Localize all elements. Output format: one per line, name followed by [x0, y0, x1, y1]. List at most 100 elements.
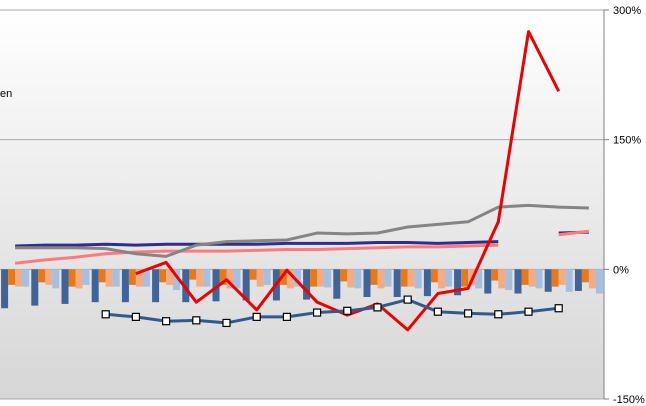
bar-s1-1 — [38, 269, 46, 283]
lines — [14, 30, 590, 332]
bar-s3-5 — [173, 269, 181, 291]
bar-s1-12 — [370, 269, 378, 285]
marker-s4-5 — [162, 317, 171, 326]
marker-s4-4 — [131, 312, 140, 321]
marker-s4-17 — [524, 307, 533, 316]
marker-s4-16 — [494, 310, 503, 319]
bar-s2-7 — [226, 269, 234, 289]
bar-s0-19 — [574, 269, 582, 291]
bar-s2-3 — [105, 269, 113, 287]
bar-s0-11 — [333, 269, 341, 299]
bar-s2-17 — [528, 269, 536, 287]
bar-s3-7 — [233, 269, 241, 289]
bar-s2-16 — [498, 269, 506, 289]
plot-area — [0, 10, 604, 399]
line-series-0-seg-0 — [15, 240, 499, 248]
bar-s2-1 — [45, 269, 53, 285]
marker-s4-11 — [343, 306, 352, 315]
marker-s4-18 — [554, 304, 563, 313]
bar-s1-10 — [310, 269, 318, 287]
bar-s3-8 — [263, 269, 271, 285]
bar-s0-5 — [152, 269, 160, 303]
bar-s3-18 — [565, 269, 573, 292]
line-series-3-seg-0 — [135, 30, 561, 332]
bar-s3-16 — [505, 269, 513, 291]
bar-s3-11 — [354, 269, 362, 289]
bar-s0-17 — [514, 269, 522, 294]
line-series-1-seg-0 — [14, 243, 499, 265]
bar-s0-18 — [544, 269, 552, 292]
marker-s4-6 — [192, 316, 201, 325]
bar-s0-1 — [31, 269, 39, 306]
y-axis: 300% 150% 0% -150% — [603, 5, 645, 406]
bar-s1-13 — [400, 269, 408, 287]
bar-s3-6 — [203, 269, 211, 287]
bar-s1-19 — [581, 269, 589, 283]
marker-s4-15 — [464, 309, 473, 318]
marker-s4-7 — [222, 318, 231, 328]
bar-s1-8 — [249, 269, 257, 280]
bar-s2-0 — [15, 269, 23, 287]
bar-s2-12 — [377, 269, 385, 289]
bar-s3-10 — [324, 269, 332, 288]
bar-s0-8 — [242, 269, 250, 301]
bar-s2-8 — [256, 269, 264, 287]
bar-s3-4 — [142, 269, 150, 287]
bar-s0-3 — [91, 269, 99, 303]
bar-s1-6 — [189, 269, 197, 280]
bar-s2-19 — [588, 269, 596, 289]
bar-s3-13 — [414, 269, 422, 289]
bar-s0-7 — [212, 269, 220, 302]
bar-s0-2 — [61, 269, 69, 304]
bar-s0-16 — [484, 269, 492, 294]
bar-s1-17 — [521, 269, 529, 285]
bar-s1-14 — [430, 269, 438, 283]
bar-s1-0 — [8, 269, 16, 285]
bar-s3-3 — [112, 269, 120, 287]
bar-s1-16 — [491, 269, 499, 281]
line-series-4-seg-0 — [105, 298, 559, 325]
bar-s3-12 — [384, 269, 392, 287]
bar-s1-7 — [219, 269, 227, 285]
bar-s2-11 — [347, 269, 355, 288]
marker-s4-10 — [313, 308, 322, 317]
bar-s2-9 — [286, 269, 294, 289]
bar-s0-14 — [423, 269, 431, 297]
bar-s1-5 — [159, 269, 167, 283]
bar-s2-5 — [166, 269, 174, 285]
bar-s0-15 — [454, 269, 462, 296]
bar-s0-12 — [363, 269, 371, 297]
marker-s4-3 — [101, 310, 110, 319]
bar-s3-2 — [82, 269, 90, 285]
bar-s0-4 — [121, 269, 129, 303]
bar-s1-15 — [461, 269, 469, 287]
bar-s1-2 — [68, 269, 76, 287]
y-tick-label-2: 0% — [613, 264, 629, 276]
bar-s2-18 — [558, 269, 566, 285]
clipped-legend-text: en — [0, 88, 13, 100]
y-tick-label-0: 300% — [613, 5, 641, 17]
line-series-1-seg-1 — [558, 229, 590, 237]
bar-s3-14 — [444, 269, 452, 287]
bar-s3-9 — [293, 269, 301, 287]
bar-s2-6 — [196, 269, 204, 287]
bar-s1-11 — [340, 269, 348, 282]
y-tick-label-1: 150% — [613, 135, 641, 147]
bar-s2-13 — [407, 269, 415, 287]
bar-s2-2 — [75, 269, 83, 289]
marker-s4-13 — [403, 295, 412, 304]
bar-s3-15 — [475, 269, 483, 289]
bar-s0-6 — [182, 269, 190, 303]
bar-s1-18 — [551, 269, 559, 287]
bar-s1-3 — [98, 269, 106, 283]
y-tick-label-3: -150% — [613, 394, 645, 406]
line-series-2-seg-0 — [15, 203, 589, 258]
bar-s3-0 — [22, 269, 30, 287]
bar-s1-4 — [128, 269, 136, 285]
bar-s2-10 — [317, 269, 325, 287]
marker-s4-8 — [252, 312, 261, 321]
bar-s0-13 — [393, 269, 401, 297]
bar-s2-14 — [437, 269, 445, 289]
bar-s0-0 — [1, 269, 9, 309]
marker-s4-14 — [433, 307, 442, 316]
